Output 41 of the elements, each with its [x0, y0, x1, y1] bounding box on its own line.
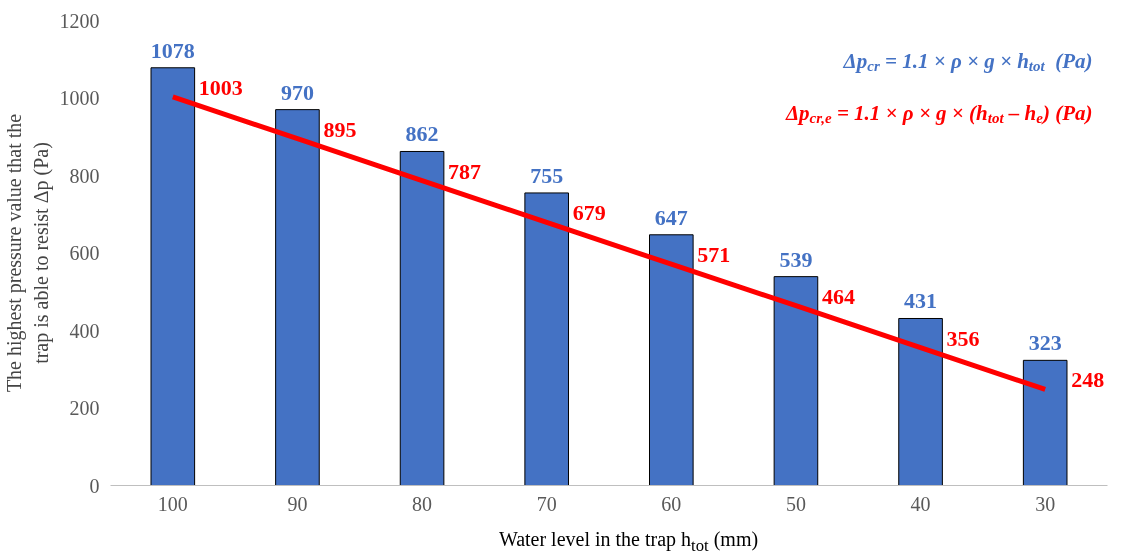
data-label: 431: [904, 288, 938, 314]
data-label: 571: [697, 242, 731, 268]
y-tick-label: 0: [89, 474, 100, 497]
x-tick-label: 90: [287, 492, 308, 515]
x-tick-label: 30: [1035, 492, 1056, 515]
x-tick-label: 80: [412, 492, 433, 515]
data-label: 862: [405, 121, 439, 147]
data-label: 679: [572, 200, 606, 226]
bar: [524, 192, 569, 486]
bar: [399, 150, 445, 486]
data-label: 970: [280, 79, 314, 105]
bar: [150, 67, 196, 486]
data-label: 464: [821, 283, 855, 309]
data-label: 787: [448, 158, 482, 184]
data-label: 755: [530, 162, 564, 188]
x-axis-title: Water level in the trap h$_{tot}$ (mm): [498, 527, 759, 552]
x-tick-label: 60: [661, 492, 682, 515]
y-tick-label: 1200: [59, 9, 100, 32]
data-label: 647: [654, 204, 688, 230]
y-tick-label: 400: [69, 319, 100, 342]
y-axis-title: The highest pressure value that the trap is able to resist Δp (Pa): [3, 113, 53, 393]
bar: [898, 317, 943, 486]
bar: [275, 109, 320, 486]
data-label: 1003: [198, 74, 243, 100]
data-label: 539: [779, 246, 813, 272]
x-tick-label: 40: [910, 492, 931, 515]
x-tick-label: 70: [536, 492, 557, 515]
data-label: 248: [1071, 367, 1105, 393]
y-tick-label: 800: [69, 164, 100, 187]
x-tick-label: 100: [157, 492, 188, 515]
bar: [773, 276, 819, 486]
y-tick-label: 1000: [59, 87, 100, 109]
data-label: 323: [1028, 330, 1062, 356]
data-label: 1078: [150, 37, 195, 63]
y-tick-label: 200: [69, 397, 100, 419]
bar: [1022, 359, 1068, 486]
y-tick-label: 600: [69, 242, 100, 264]
x-tick-label: 50: [785, 492, 806, 515]
data-label: 895: [323, 116, 357, 142]
bar: [649, 234, 694, 486]
data-label: 356: [946, 325, 980, 351]
